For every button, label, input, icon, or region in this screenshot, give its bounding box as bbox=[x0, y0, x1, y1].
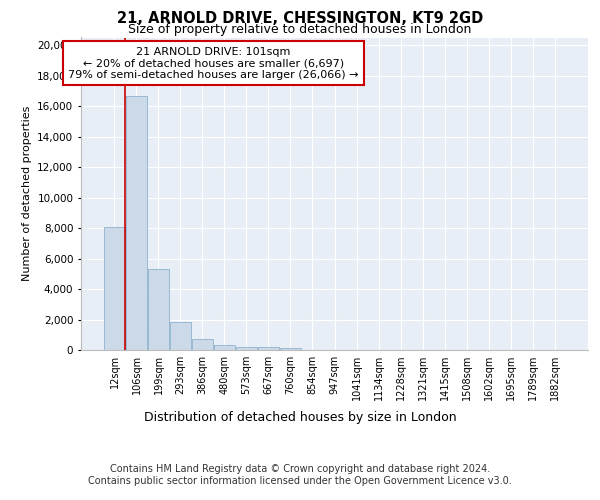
Bar bbox=[192, 338, 213, 350]
Text: 21 ARNOLD DRIVE: 101sqm
← 20% of detached houses are smaller (6,697)
79% of semi: 21 ARNOLD DRIVE: 101sqm ← 20% of detache… bbox=[68, 46, 359, 80]
Text: Distribution of detached houses by size in London: Distribution of detached houses by size … bbox=[143, 411, 457, 424]
Bar bbox=[214, 346, 235, 350]
Bar bbox=[126, 96, 147, 350]
Bar bbox=[104, 226, 125, 350]
Text: Contains HM Land Registry data © Crown copyright and database right 2024.: Contains HM Land Registry data © Crown c… bbox=[110, 464, 490, 474]
Bar bbox=[258, 348, 279, 350]
Bar bbox=[170, 322, 191, 350]
Text: 21, ARNOLD DRIVE, CHESSINGTON, KT9 2GD: 21, ARNOLD DRIVE, CHESSINGTON, KT9 2GD bbox=[117, 11, 483, 26]
Bar bbox=[148, 269, 169, 350]
Text: Size of property relative to detached houses in London: Size of property relative to detached ho… bbox=[128, 22, 472, 36]
Bar bbox=[280, 348, 301, 350]
Text: Contains public sector information licensed under the Open Government Licence v3: Contains public sector information licen… bbox=[88, 476, 512, 486]
Bar bbox=[236, 347, 257, 350]
Y-axis label: Number of detached properties: Number of detached properties bbox=[22, 106, 32, 282]
